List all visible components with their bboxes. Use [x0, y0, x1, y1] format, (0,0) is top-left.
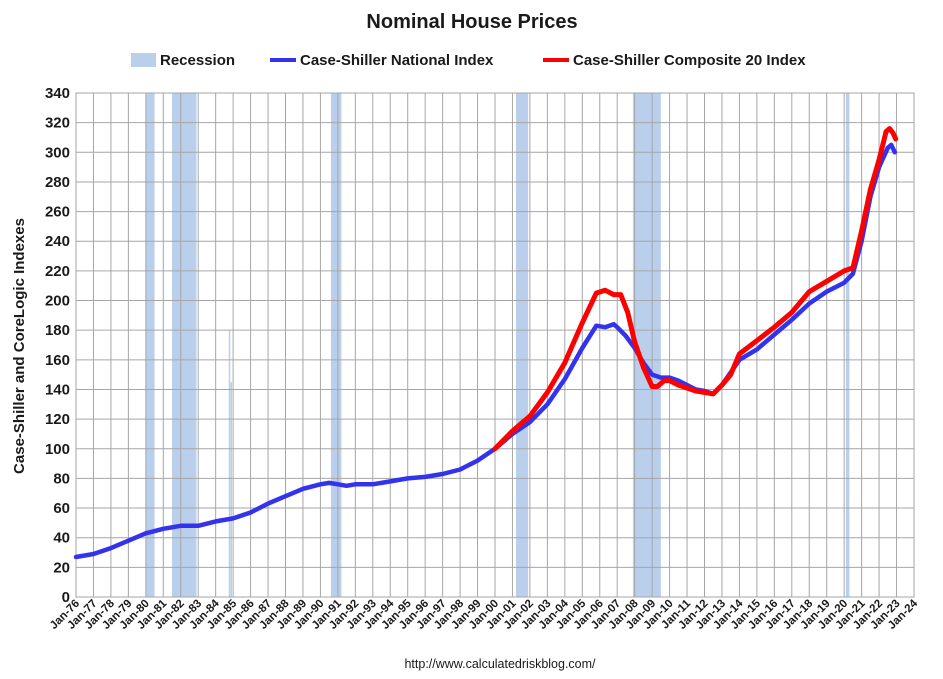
y-tick-label: 20 — [53, 559, 70, 576]
source-url: http://www.calculatedriskblog.com/ — [404, 657, 596, 671]
y-tick-label: 60 — [53, 500, 70, 517]
recession-bands — [145, 93, 850, 597]
legend-label-composite20: Case-Shiller Composite 20 Index — [573, 52, 806, 69]
series-lines — [73, 126, 899, 560]
y-tick-label: 100 — [45, 441, 70, 458]
series-line-composite20 — [492, 126, 899, 452]
y-tick-label: 160 — [45, 352, 70, 369]
legend: Recession Case-Shiller National Index Ca… — [131, 52, 806, 69]
y-tick-label: 220 — [45, 263, 70, 280]
legend-label-recession: Recession — [160, 52, 235, 69]
recession-spike-2 — [230, 382, 233, 597]
recession-band-6 — [845, 93, 850, 597]
legend-swatch-recession — [131, 53, 156, 67]
series-line-national — [73, 142, 898, 560]
plot-area-frame — [75, 92, 915, 598]
gridlines — [75, 92, 915, 598]
y-tick-label: 0 — [62, 589, 70, 606]
y-tick-label: 240 — [45, 233, 70, 250]
y-tick-label: 80 — [53, 470, 70, 487]
y-tick-label: 300 — [45, 144, 70, 161]
y-tick-label: 120 — [45, 411, 70, 428]
y-tick-label: 320 — [45, 115, 70, 132]
chart-title: Nominal House Prices — [366, 11, 577, 33]
y-tick-label: 40 — [53, 530, 70, 547]
legend-label-national: Case-Shiller National Index — [300, 52, 494, 69]
y-axis-ticks: 0 20 40 60 80 100 120 140 160 180 200 220 240 260 280 3… — [45, 85, 70, 606]
y-tick-label: 180 — [45, 322, 70, 339]
recession-band-4 — [515, 93, 529, 597]
y-tick-label: 260 — [45, 204, 70, 221]
y-tick-label: 280 — [45, 174, 70, 191]
recession-band-2 — [172, 93, 197, 597]
recession-band-1 — [145, 93, 155, 597]
y-tick-label: 140 — [45, 381, 70, 398]
y-tick-label: 200 — [45, 293, 70, 310]
recession-band-3 — [330, 93, 342, 597]
recession-spike-1 — [228, 330, 231, 597]
y-tick-label: 340 — [45, 85, 70, 102]
y-axis-label: Case-Shiller and CoreLogic Indexes — [11, 218, 28, 474]
